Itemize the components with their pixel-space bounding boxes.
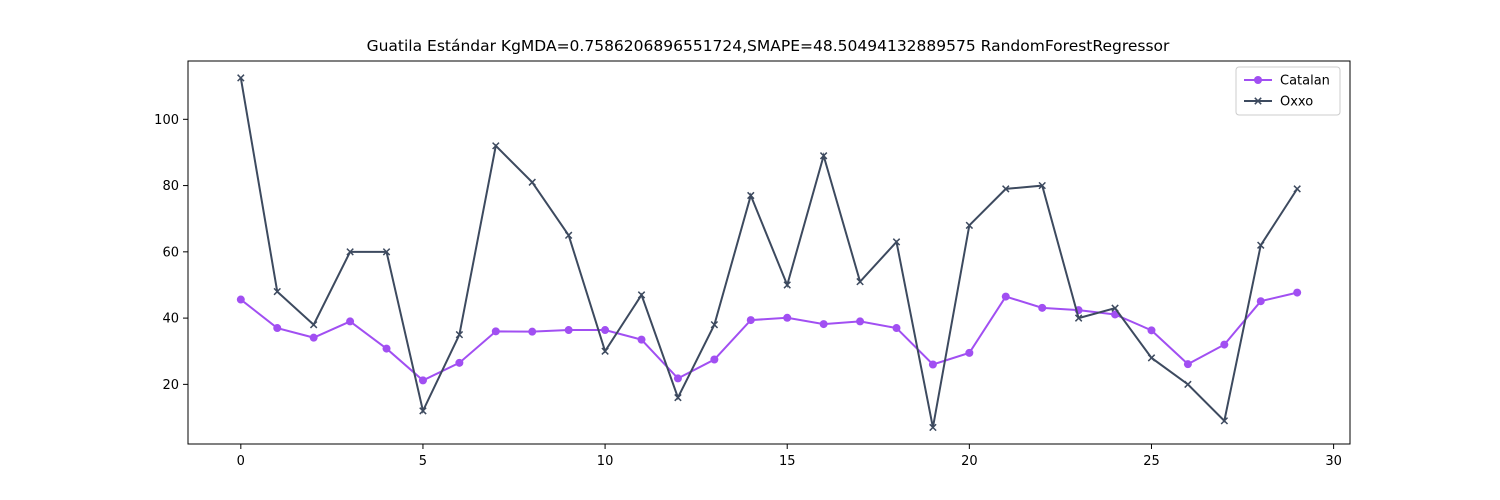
data-point-catalan — [273, 324, 282, 333]
data-point-catalan — [1220, 340, 1229, 349]
data-point-oxxo — [419, 407, 427, 415]
data-point-oxxo — [237, 74, 245, 82]
data-point-oxxo — [564, 231, 573, 240]
y-tick-label: 40 — [162, 312, 179, 327]
data-point-oxxo — [346, 248, 354, 256]
data-point-catalan — [928, 360, 937, 369]
x-tick-label: 20 — [961, 454, 978, 469]
data-point-catalan — [455, 358, 464, 367]
axes: 0 5 10 15 20 25 30 20 40 60 80 100 — [154, 60, 1351, 469]
data-point-catalan — [746, 316, 755, 325]
data-point-oxxo — [637, 291, 646, 299]
data-point-oxxo — [1257, 241, 1265, 249]
y-tick-label: 20 — [162, 378, 179, 393]
data-point-catalan — [418, 376, 427, 385]
data-point-catalan — [673, 374, 682, 383]
data-point-oxxo — [1038, 181, 1046, 190]
data-point-oxxo — [856, 277, 864, 286]
data-point-oxxo — [892, 238, 901, 246]
x-tick-label: 30 — [1325, 454, 1342, 469]
legend-label-oxxo: Oxxo — [1280, 95, 1313, 110]
data-point-oxxo — [273, 287, 281, 296]
legend-marker-oxxo — [1254, 97, 1262, 105]
data-point-oxxo — [492, 142, 500, 150]
data-point-catalan — [892, 324, 901, 333]
data-point-catalan — [1147, 326, 1156, 335]
data-point-oxxo — [1002, 185, 1010, 193]
data-point-catalan — [819, 320, 828, 329]
data-point-oxxo — [382, 248, 391, 256]
data-point-catalan — [783, 313, 792, 322]
data-point-catalan — [528, 327, 537, 336]
legend-label-catalan: Catalan — [1280, 74, 1330, 89]
data-point-catalan — [491, 327, 500, 336]
legend-marker-catalan — [1254, 76, 1262, 84]
data-point-oxxo — [309, 320, 318, 329]
data-point-catalan — [965, 348, 974, 357]
data-point-catalan — [856, 317, 865, 326]
legend-item-catalan: Catalan — [1244, 74, 1330, 89]
data-point-catalan — [1256, 297, 1265, 306]
data-point-catalan — [236, 295, 245, 304]
y-tick-label: 60 — [162, 245, 179, 260]
x-tick-label: 10 — [597, 454, 614, 469]
x-tick-label: 5 — [419, 454, 427, 469]
data-point-oxxo — [601, 347, 609, 355]
data-point-catalan — [309, 333, 318, 342]
y-tick-label: 100 — [154, 113, 179, 128]
data-point-oxxo — [929, 423, 937, 432]
data-point-catalan — [710, 355, 719, 364]
data-point-oxxo — [1111, 304, 1119, 312]
data-point-catalan — [1183, 360, 1192, 369]
data-point-oxxo — [1074, 314, 1083, 322]
y-tick-label: 80 — [162, 179, 179, 194]
data-point-catalan — [1001, 292, 1010, 301]
axes-frame — [187, 60, 1351, 445]
x-tick-label: 0 — [237, 454, 245, 469]
data-point-oxxo — [783, 281, 791, 289]
data-point-catalan — [564, 326, 573, 335]
data-point-oxxo — [819, 152, 828, 160]
data-point-oxxo — [1147, 354, 1156, 362]
data-point-oxxo — [1220, 417, 1229, 425]
data-point-catalan — [637, 335, 646, 344]
data-point-catalan — [346, 317, 355, 326]
data-point-oxxo — [747, 191, 755, 200]
data-point-oxxo — [674, 393, 682, 402]
data-point-oxxo — [1184, 380, 1192, 389]
plot-area — [236, 74, 1302, 432]
data-point-catalan — [382, 344, 391, 353]
data-point-oxxo — [965, 221, 974, 230]
legend-item-oxxo: Oxxo — [1244, 95, 1313, 110]
data-point-oxxo — [455, 330, 464, 339]
data-point-oxxo — [710, 320, 719, 329]
series-line-oxxo — [239, 77, 1299, 428]
x-tick-label: 25 — [1143, 454, 1160, 469]
data-point-oxxo — [528, 178, 536, 186]
data-point-oxxo — [1293, 185, 1301, 193]
data-point-catalan — [1293, 288, 1302, 297]
data-point-catalan — [1038, 303, 1047, 312]
data-point-catalan — [601, 326, 610, 335]
x-tick-label: 15 — [779, 454, 796, 469]
chart-title: Guatila Estándar KgMDA=0.758620689655172… — [367, 37, 1170, 55]
legend: Catalan Oxxo — [1235, 66, 1341, 116]
